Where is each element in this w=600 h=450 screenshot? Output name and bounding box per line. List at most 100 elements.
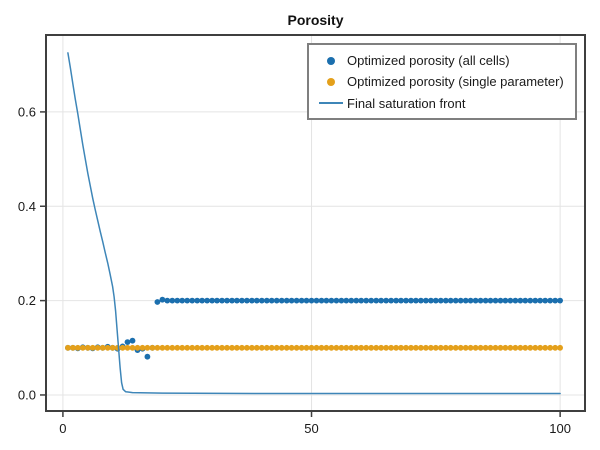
scatter-point xyxy=(129,344,136,351)
scatter-point xyxy=(343,297,350,304)
scatter-point xyxy=(423,344,429,351)
scatter-point xyxy=(258,297,265,304)
scatter-point xyxy=(224,344,230,351)
scatter-point xyxy=(154,299,161,305)
legend-label: Optimized porosity (all cells) xyxy=(347,53,510,69)
legend-row: Final saturation front xyxy=(315,93,567,114)
scatter-point xyxy=(447,344,454,351)
y-tick-label: 0.4 xyxy=(18,199,36,214)
scatter-point xyxy=(239,344,245,351)
scatter-point xyxy=(338,344,345,351)
scatter-point xyxy=(442,297,449,304)
legend-marker xyxy=(315,56,347,65)
scatter-point xyxy=(403,297,409,304)
scatter-point xyxy=(318,344,325,351)
scatter-point xyxy=(442,344,449,351)
scatter-point xyxy=(358,344,365,351)
scatter-point xyxy=(273,297,280,304)
scatter-point xyxy=(139,344,146,351)
scatter-point xyxy=(368,344,375,351)
scatter-point xyxy=(328,297,335,304)
scatter-point xyxy=(109,344,116,351)
scatter-point xyxy=(124,344,131,351)
scatter-point xyxy=(467,344,474,351)
scatter-point xyxy=(413,297,419,304)
scatter-point xyxy=(244,297,250,304)
legend-label: Optimized porosity (single parameter) xyxy=(347,74,564,90)
scatter-point xyxy=(303,344,310,351)
scatter-point xyxy=(432,344,439,351)
scatter-point xyxy=(258,344,265,351)
legend-marker xyxy=(315,77,347,86)
scatter-point xyxy=(273,344,280,351)
scatter-point xyxy=(214,297,220,304)
scatter-point xyxy=(408,297,414,304)
scatter-point xyxy=(114,344,121,351)
scatter-point xyxy=(502,297,509,304)
scatter-point xyxy=(373,297,380,304)
scatter-point xyxy=(268,297,275,304)
scatter-point xyxy=(253,344,260,351)
scatter-point xyxy=(293,344,300,351)
scatter-point xyxy=(278,297,285,304)
scatter-point xyxy=(179,297,186,304)
scatter-point xyxy=(249,297,255,304)
scatter-point xyxy=(348,344,355,351)
scatter-point xyxy=(537,297,544,304)
scatter-point xyxy=(437,344,444,351)
scatter-point xyxy=(79,344,86,351)
scatter-point xyxy=(333,344,340,351)
legend: Optimized porosity (all cells) Optimized… xyxy=(307,43,577,120)
scatter-point xyxy=(179,344,186,351)
scatter-point xyxy=(194,297,201,304)
scatter-point xyxy=(214,344,220,351)
scatter-point xyxy=(323,297,330,304)
scatter-point xyxy=(398,297,404,304)
scatter-point xyxy=(547,297,554,304)
scatter-point xyxy=(94,344,101,351)
scatter-point xyxy=(482,344,489,351)
scatter-point xyxy=(308,344,315,351)
y-tick-label: 0.0 xyxy=(18,387,36,402)
scatter-point xyxy=(547,344,554,351)
legend-row: Optimized porosity (all cells) xyxy=(315,50,567,71)
scatter-point xyxy=(104,344,111,351)
scatter-point xyxy=(229,344,235,351)
scatter-point xyxy=(283,344,290,351)
scatter-point xyxy=(338,297,345,304)
scatter-point xyxy=(124,339,131,345)
scatter-point xyxy=(169,344,176,351)
scatter-point xyxy=(144,353,151,360)
scatter-point xyxy=(288,344,295,351)
x-tick-label: 50 xyxy=(304,421,318,436)
scatter-point xyxy=(298,297,305,304)
scatter-point xyxy=(268,344,275,351)
scatter-point xyxy=(323,344,330,351)
scatter-point xyxy=(388,297,394,304)
scatter-point xyxy=(557,297,563,304)
scatter-point xyxy=(174,344,181,351)
scatter-point xyxy=(209,344,216,351)
scatter-point xyxy=(517,297,524,304)
scatter-point xyxy=(487,344,494,351)
scatter-point xyxy=(229,297,235,304)
scatter-point xyxy=(497,297,504,304)
scatter-point xyxy=(408,344,414,351)
scatter-point xyxy=(219,297,225,304)
scatter-point xyxy=(428,344,434,351)
scatter-point xyxy=(502,344,509,351)
scatter-point xyxy=(333,297,340,304)
plot-border xyxy=(45,34,586,412)
scatter-point xyxy=(457,297,464,304)
scatter-point xyxy=(477,344,484,351)
scatter-point xyxy=(403,344,409,351)
scatter-point xyxy=(373,344,380,351)
scatter-point xyxy=(134,344,141,351)
scatter-point xyxy=(522,344,529,351)
scatter-point xyxy=(184,297,191,304)
scatter-point xyxy=(507,297,514,304)
scatter-point xyxy=(74,344,81,351)
scatter-point xyxy=(418,297,424,304)
scatter-point xyxy=(552,297,559,304)
